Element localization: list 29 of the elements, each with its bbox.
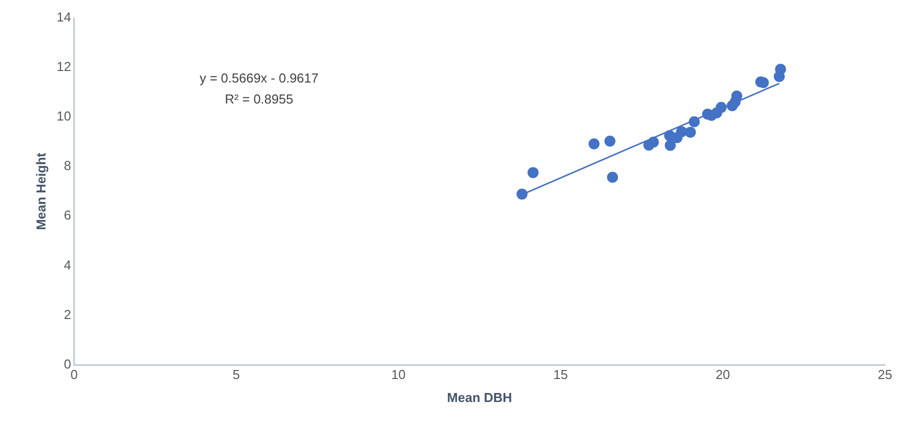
y-tick-label: 12 [56, 59, 72, 74]
annotation: y = 0.5669x - 0.9617 [200, 70, 319, 86]
point [775, 64, 786, 75]
point [664, 140, 676, 151]
point [588, 138, 600, 150]
y-tick-label: 4 [64, 257, 72, 272]
x-tick-label: 5 [232, 367, 240, 382]
point [607, 172, 618, 183]
y-tick-label: 10 [56, 108, 72, 124]
x-tick-label: 10 [391, 367, 406, 382]
y-tick-label: 0 [64, 356, 72, 372]
point [516, 188, 528, 200]
y-tick-label: 6 [64, 208, 72, 223]
point [648, 136, 659, 148]
point [716, 102, 727, 113]
point [688, 116, 700, 128]
point [604, 136, 616, 147]
point [684, 126, 696, 138]
x-tick-label: 15 [553, 367, 568, 382]
point [528, 167, 539, 178]
x-tick-label: 25 [878, 367, 892, 382]
y-tick-label: 8 [64, 158, 72, 174]
point [676, 126, 688, 138]
x-tick-label: 20 [716, 367, 730, 382]
y-axis-title: Mean Height [33, 152, 48, 230]
y-tick-label: 2 [64, 306, 72, 322]
y-tick-label: 14 [56, 10, 72, 25]
annotation: R² = 0.8955 [224, 92, 294, 107]
x-axis-title: Mean DBH [447, 390, 512, 405]
